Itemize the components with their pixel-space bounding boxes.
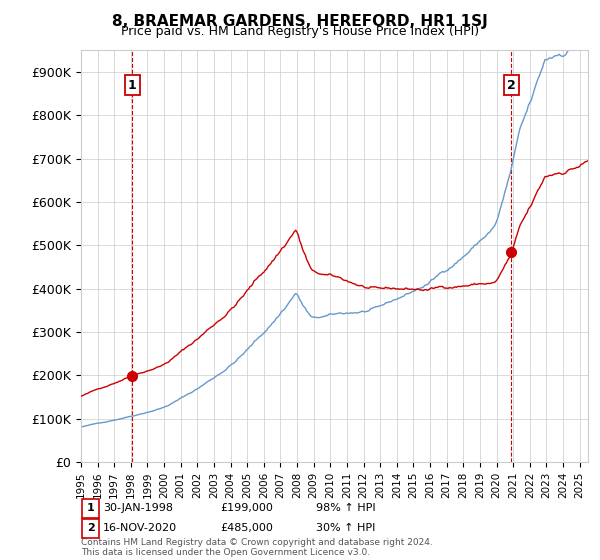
Text: 2: 2 bbox=[87, 522, 94, 533]
Text: £199,000: £199,000 bbox=[220, 503, 273, 513]
Text: £485,000: £485,000 bbox=[220, 522, 273, 533]
Text: Price paid vs. HM Land Registry's House Price Index (HPI): Price paid vs. HM Land Registry's House … bbox=[121, 25, 479, 38]
Text: 98% ↑ HPI: 98% ↑ HPI bbox=[316, 503, 376, 513]
Text: 16-NOV-2020: 16-NOV-2020 bbox=[103, 522, 178, 533]
Text: 1: 1 bbox=[87, 503, 94, 513]
Text: Contains HM Land Registry data © Crown copyright and database right 2024.
This d: Contains HM Land Registry data © Crown c… bbox=[81, 538, 433, 557]
Text: 8, BRAEMAR GARDENS, HEREFORD, HR1 1SJ: 8, BRAEMAR GARDENS, HEREFORD, HR1 1SJ bbox=[112, 14, 488, 29]
Text: 30% ↑ HPI: 30% ↑ HPI bbox=[316, 522, 376, 533]
Text: 30-JAN-1998: 30-JAN-1998 bbox=[103, 503, 173, 513]
Text: 1: 1 bbox=[128, 78, 137, 92]
Text: 2: 2 bbox=[507, 78, 515, 92]
